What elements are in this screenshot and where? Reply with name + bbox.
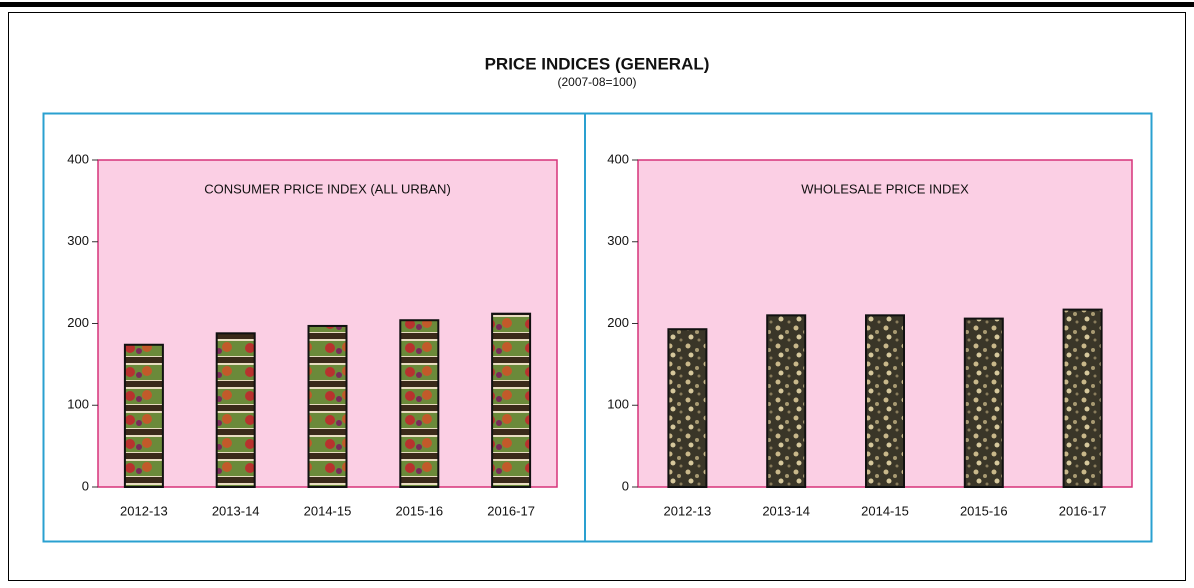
y-tick-label: 400 [67,151,89,166]
panel-border [42,112,1153,543]
y-tick-label: 100 [607,397,629,412]
bar [766,314,807,489]
bar [667,328,708,488]
y-tick-label: 100 [67,397,89,412]
x-tick-label: 2012-13 [120,503,168,518]
top-rule [0,2,1194,7]
y-tick-label: 0 [82,478,89,493]
bar [491,312,532,488]
bar [123,343,164,488]
x-tick-label: 2015-16 [960,503,1008,518]
x-tick-label: 2016-17 [1059,503,1107,518]
y-tick-label: 0 [622,478,629,493]
page-title: PRICE INDICES (GENERAL) [485,54,710,73]
bar [399,319,440,489]
bar [865,314,905,489]
x-tick-label: 2013-14 [212,503,260,518]
y-tick-label: 200 [67,315,89,330]
bar [307,324,348,489]
x-tick-label: 2014-15 [304,503,352,518]
y-tick-label: 300 [67,233,89,248]
x-tick-label: 2015-16 [395,503,443,518]
x-tick-label: 2013-14 [762,503,810,518]
bar [215,332,256,488]
page-subtitle: (2007-08=100) [557,75,636,89]
x-tick-label: 2014-15 [861,503,909,518]
bar [1062,308,1103,489]
chart-title: CONSUMER PRICE INDEX (ALL URBAN) [204,181,451,196]
chart-title: WHOLESALE PRICE INDEX [801,181,969,196]
bar [963,317,1004,488]
x-tick-label: 2012-13 [664,503,712,518]
x-tick-label: 2016-17 [487,503,535,518]
y-tick-label: 300 [607,233,629,248]
y-tick-label: 200 [607,315,629,330]
y-tick-label: 400 [607,151,629,166]
frame [8,12,1186,581]
